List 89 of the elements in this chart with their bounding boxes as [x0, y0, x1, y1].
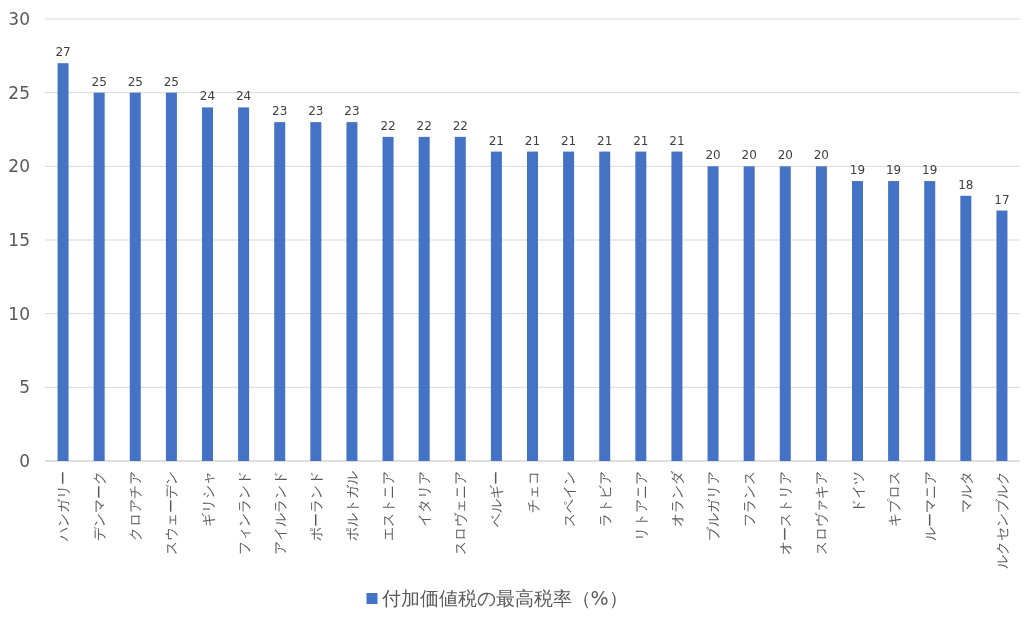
bar [346, 122, 358, 461]
x-tick-label: リトアニア [632, 471, 649, 541]
data-label: 21 [560, 133, 577, 148]
x-tick-label: スロヴェニア [452, 471, 469, 555]
data-label: 19 [885, 163, 902, 178]
x-tick-label: ポーランド [307, 471, 324, 541]
x-tick-label: イタリア [416, 471, 433, 527]
x-tick-label: デンマーク [91, 471, 108, 541]
bar [527, 151, 538, 461]
x-tick-label: スペイン [560, 471, 577, 527]
y-tick-label: 10 [8, 303, 30, 324]
x-tick-label: アイルランド [271, 471, 288, 555]
x-tick-label: ブルガリア [705, 471, 722, 541]
data-label: 22 [416, 118, 432, 133]
data-label: 23 [344, 104, 360, 119]
data-label: 20 [777, 148, 793, 163]
data-label: 20 [741, 148, 757, 163]
y-tick-label: 30 [8, 9, 30, 29]
bar [888, 181, 900, 461]
bar [238, 107, 250, 461]
bar [815, 166, 827, 461]
data-label: 22 [380, 118, 396, 133]
y-tick-label: 25 [8, 82, 30, 103]
x-tick-label: ルーマニア [921, 471, 938, 541]
bar [779, 166, 791, 461]
bar [454, 136, 466, 461]
data-label: 19 [922, 163, 938, 178]
x-tick-label: ルクセンブルク [993, 471, 1010, 569]
bar [418, 136, 430, 461]
data-label: 23 [272, 104, 288, 119]
x-tick-label: ポルトガル [343, 471, 360, 541]
bar [599, 151, 611, 461]
y-tick-label: 15 [8, 230, 30, 250]
x-tick-label: ベルギー [488, 471, 505, 527]
x-tick-label: チェコ [524, 471, 541, 513]
x-tick-label: スロヴァキア [813, 471, 830, 555]
x-tick-label: キプロス [885, 471, 902, 527]
y-tick-label: 20 [8, 156, 30, 177]
data-label: 25 [127, 74, 143, 89]
x-tick-label: ハンガリー [55, 471, 72, 542]
x-tick-label: クロアチア [127, 471, 144, 541]
data-label: 23 [308, 104, 324, 119]
data-label: 20 [705, 148, 721, 163]
bar [274, 122, 286, 461]
y-tick-label: 0 [19, 451, 30, 471]
bar [996, 210, 1008, 461]
bar [382, 136, 394, 461]
bar [129, 92, 141, 461]
legend-label: 付加価値税の最高税率（%） [380, 587, 628, 609]
data-label: 27 [55, 45, 71, 60]
data-label: 21 [488, 133, 505, 148]
x-tick-label: マルタ [957, 471, 974, 513]
x-tick-label: ギリシャ [199, 471, 216, 527]
data-label: 18 [958, 177, 974, 192]
bar [671, 151, 683, 461]
bar [960, 195, 972, 461]
x-tick-label: ドイツ [849, 471, 866, 513]
bar [310, 122, 322, 461]
bar [707, 166, 719, 461]
data-label: 24 [235, 89, 252, 104]
data-label: 24 [199, 89, 216, 104]
x-tick-label: フィンランド [235, 471, 252, 555]
data-label: 21 [597, 133, 613, 148]
x-tick-label: エストニア [380, 471, 397, 541]
bar [563, 151, 575, 461]
x-tick-label: ラトビア [596, 471, 613, 527]
data-label: 21 [669, 133, 685, 148]
bar [635, 151, 647, 461]
bar [165, 92, 177, 461]
bar [490, 151, 502, 461]
data-label: 25 [163, 74, 180, 89]
data-label: 19 [849, 163, 866, 178]
data-label: 22 [452, 118, 468, 133]
data-label: 25 [91, 74, 107, 89]
x-tick-label: フランス [741, 471, 758, 527]
bar [93, 92, 105, 461]
data-label: 21 [524, 133, 541, 148]
x-tick-label: オーストリア [777, 471, 794, 555]
bar [57, 63, 69, 461]
bar [743, 166, 755, 461]
data-label: 20 [813, 148, 830, 163]
y-tick-label: 5 [19, 377, 30, 398]
bar [924, 181, 936, 461]
data-label: 21 [633, 133, 649, 148]
bar [202, 107, 213, 461]
data-label: 17 [994, 192, 1010, 207]
x-tick-label: スウェーデン [163, 471, 180, 555]
bar [852, 181, 863, 461]
x-tick-label: オランダ [668, 470, 685, 527]
